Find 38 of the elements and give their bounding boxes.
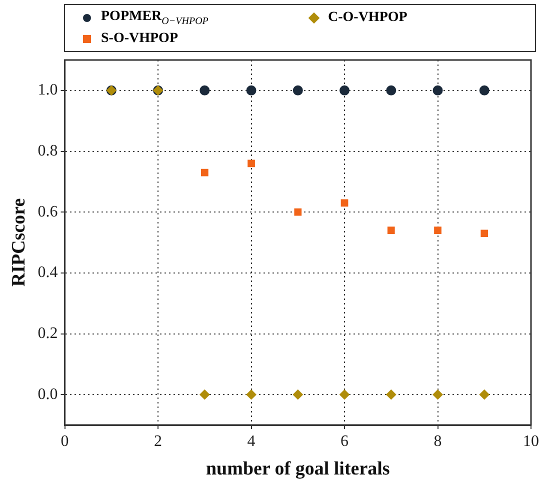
point bbox=[294, 208, 302, 216]
x-tick-label: 4 bbox=[247, 432, 256, 450]
y-tick-label: 0.2 bbox=[38, 324, 58, 342]
y-tick-label: 1.0 bbox=[38, 82, 58, 99]
point bbox=[248, 160, 255, 168]
x-tick-label: 6 bbox=[340, 432, 349, 450]
x-tick-label: 2 bbox=[154, 432, 162, 450]
x-tick-label: 10 bbox=[523, 432, 539, 450]
point bbox=[200, 85, 210, 96]
point bbox=[479, 85, 490, 96]
point bbox=[246, 390, 256, 400]
legend-label: C-O-VHPOP bbox=[328, 10, 408, 26]
x-axis-title: number of goal literals bbox=[206, 458, 390, 480]
x-tick-label: 0 bbox=[60, 432, 69, 450]
point bbox=[292, 390, 303, 400]
point bbox=[480, 230, 488, 238]
point bbox=[340, 390, 350, 400]
y-tick-label: 0.0 bbox=[38, 386, 58, 403]
point bbox=[200, 390, 210, 400]
point bbox=[434, 226, 442, 234]
point bbox=[386, 85, 396, 96]
point bbox=[340, 199, 348, 207]
point bbox=[200, 168, 208, 176]
y-tick-label: 0.6 bbox=[38, 203, 58, 220]
point bbox=[292, 85, 303, 96]
y-tick-label: 0.8 bbox=[38, 142, 58, 160]
point bbox=[386, 390, 396, 400]
point bbox=[246, 85, 256, 96]
point bbox=[432, 390, 443, 400]
x-tick-label: 8 bbox=[434, 432, 442, 450]
point bbox=[387, 226, 395, 234]
point bbox=[432, 85, 443, 96]
legend-label: POPMER$_{O−VHPOP}$ bbox=[101, 8, 208, 26]
point bbox=[340, 85, 350, 96]
y-axis-title: RIPCscore bbox=[8, 198, 30, 287]
y-tick-label: 0.4 bbox=[38, 264, 58, 282]
point bbox=[479, 390, 490, 400]
legend-label: S-O-VHPOP bbox=[101, 30, 178, 46]
